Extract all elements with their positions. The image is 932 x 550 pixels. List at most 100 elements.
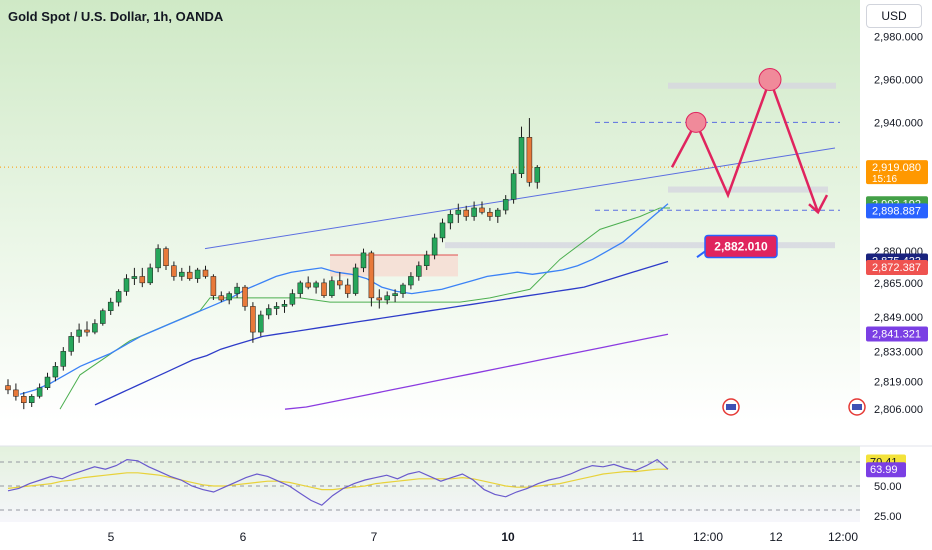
candle-body (423, 254, 430, 266)
candle-body (321, 282, 327, 296)
candle-body (210, 276, 217, 296)
candle-body (471, 207, 477, 217)
price-label: 2,872.387 (872, 262, 921, 274)
candle-body (408, 276, 414, 286)
candle-body (400, 284, 406, 294)
price-label-box (866, 326, 928, 342)
candle-body (163, 248, 169, 266)
rsi-signal-line (7, 468, 668, 491)
candle-body (194, 269, 201, 279)
candle-body (510, 173, 517, 200)
support-zone (445, 242, 835, 249)
price-label-box (866, 203, 928, 219)
candle-body (147, 267, 153, 284)
candle-body (226, 293, 232, 301)
candle-body (384, 295, 390, 301)
candle-body (131, 276, 138, 279)
candle-body (179, 271, 185, 277)
y-tick-label: 2,833.000 (874, 346, 923, 358)
x-tick-label: 11 (632, 530, 645, 544)
forecast-arrowhead (808, 194, 829, 215)
x-tick-label: 12:00 (693, 530, 723, 544)
candle-body (534, 167, 541, 183)
x-tick-label: 6 (240, 530, 247, 544)
x-tick-label: 12 (769, 530, 783, 544)
candle-body (329, 280, 335, 296)
candle-body (463, 209, 469, 217)
candle-body (115, 291, 122, 303)
candle-body (139, 276, 146, 284)
ma-slow-line (94, 260, 669, 406)
candle-body (218, 295, 225, 301)
forecast-peak-marker (758, 68, 782, 92)
y-tick-label: 2,849.000 (874, 312, 923, 324)
candle-body (479, 207, 485, 213)
candle-body (13, 389, 19, 397)
ma-long-line (284, 333, 669, 410)
candle-body (171, 265, 177, 277)
candle-body (487, 211, 493, 217)
candle-body (447, 214, 454, 224)
price-label: 2,841.321 (872, 329, 921, 341)
mid-zone (668, 186, 828, 193)
candle-body (36, 387, 43, 397)
price-label-box (866, 260, 928, 276)
rsi-tick-label: 25.00 (874, 511, 902, 523)
candle-body (337, 280, 343, 286)
candle-body (155, 248, 161, 269)
supply-box (330, 255, 458, 277)
candle-body (258, 314, 264, 333)
candle-body (392, 293, 398, 296)
candle-body (297, 282, 304, 294)
candle-body (123, 278, 130, 292)
chart-title: Gold Spot / U.S. Dollar, 1h, OANDA (8, 9, 224, 24)
candle-body (28, 396, 35, 403)
candle-body (502, 199, 509, 211)
candle-body (76, 329, 82, 337)
flag-icon (726, 404, 736, 410)
price-label-countdown: 15:16 (872, 174, 897, 185)
candle-body (242, 286, 248, 307)
forecast-path (670, 75, 820, 213)
currency-button[interactable]: USD (866, 4, 922, 28)
price-label-box (866, 160, 928, 185)
candle-body (202, 269, 209, 277)
main-pane-bg (0, 0, 860, 422)
y-tick-label: 2,806.000 (874, 404, 923, 416)
candle-body (107, 301, 114, 311)
rsi-tick-label: 50.00 (874, 481, 902, 493)
flag-icon (852, 404, 862, 410)
candle-body (344, 284, 351, 294)
candle-body (439, 222, 446, 239)
y-tick-label: 2,819.000 (874, 376, 923, 388)
candle-body (84, 329, 90, 333)
callout-box (704, 234, 778, 259)
candle-body (52, 366, 59, 378)
candle-body (92, 323, 98, 333)
candle-body (495, 209, 501, 217)
callout-label: 2,882.010 (714, 239, 768, 253)
x-tick-label: 5 (108, 530, 115, 544)
candle-body (100, 310, 106, 324)
candle-body (352, 267, 359, 294)
y-tick-label: 2,940.000 (874, 117, 923, 129)
y-tick-label: 2,980.000 (874, 32, 923, 44)
rsi-line (7, 458, 669, 506)
candle-body (21, 396, 27, 403)
candle-body (281, 304, 288, 307)
candle-body (234, 286, 240, 294)
x-tick-label: 7 (371, 530, 378, 544)
candle-body (431, 237, 438, 256)
candle-body (68, 336, 74, 352)
candle-body (368, 252, 375, 299)
candle-body (416, 265, 422, 277)
candle-body (60, 351, 67, 367)
candle-body (526, 137, 533, 183)
y-tick-label: 2,960.000 (874, 75, 923, 87)
candle-body (518, 137, 525, 174)
candle-body (250, 306, 256, 333)
rsi-value-box (866, 462, 906, 478)
candle-body (360, 252, 367, 269)
candle-body (313, 282, 319, 288)
